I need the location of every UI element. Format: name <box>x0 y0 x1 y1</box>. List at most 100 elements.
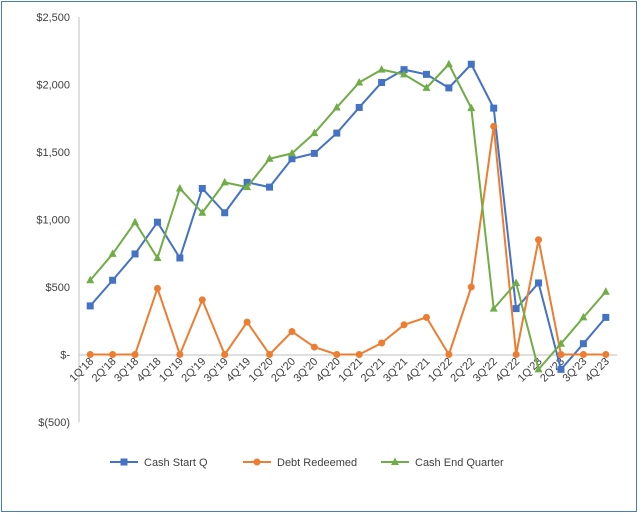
y-tick-label: $500 <box>46 282 70 294</box>
data-point-debt-redeemed <box>467 283 475 291</box>
data-point-debt-redeemed <box>400 321 408 329</box>
y-tick-label: $1,000 <box>36 215 70 227</box>
data-point-cash-end-quarter <box>534 364 543 373</box>
data-point-cash-start-q <box>153 218 161 226</box>
legend-item-cash-end-quarter: Cash End Quarter <box>381 457 504 469</box>
x-tick-label: 1Q'22 <box>426 356 455 385</box>
data-point-debt-redeemed <box>109 351 117 358</box>
data-point-cash-start-q <box>333 129 341 137</box>
series-line-cash-end-quarter <box>89 63 607 371</box>
data-point-cash-start-q <box>243 178 251 186</box>
data-point-cash-end-quarter <box>310 128 319 137</box>
x-tick-label: 2Q'20 <box>269 356 298 385</box>
legend-marker <box>391 457 399 465</box>
y-tick-label: $2,500 <box>36 12 70 24</box>
x-tick-label: 4Q'23 <box>583 356 612 385</box>
data-point-cash-start-q <box>131 250 139 258</box>
data-point-cash-end-quarter <box>512 278 521 286</box>
x-tick-label: 3Q'21 <box>381 356 410 385</box>
series-line-debt-redeemed <box>90 125 606 356</box>
data-point-cash-start-q <box>467 60 475 68</box>
legend-label: Cash End Quarter <box>415 457 504 469</box>
data-point-debt-redeemed <box>602 351 610 358</box>
data-point-cash-start-q <box>535 279 543 287</box>
data-point-cash-end-quarter <box>601 287 610 295</box>
data-point-debt-redeemed <box>378 339 386 347</box>
x-tick-label: 4Q'21 <box>404 356 433 385</box>
data-point-debt-redeemed <box>243 318 251 326</box>
legend-marker <box>120 458 128 466</box>
data-point-cash-start-q <box>422 70 430 78</box>
series-cash-start-q <box>86 60 610 373</box>
x-tick-label: 3Q'23 <box>560 356 589 385</box>
data-point-debt-redeemed <box>422 313 430 321</box>
data-point-cash-start-q <box>109 276 117 284</box>
data-point-debt-redeemed <box>288 328 296 336</box>
data-point-cash-end-quarter <box>131 217 140 226</box>
x-tick-label: 1Q'19 <box>157 356 186 385</box>
data-point-cash-end-quarter <box>400 69 409 78</box>
x-tick-label: 1Q'18 <box>67 356 96 385</box>
data-point-cash-end-quarter <box>243 182 252 191</box>
x-tick-label: 2Q'22 <box>448 356 477 385</box>
data-point-cash-start-q <box>490 104 498 112</box>
x-tick-label: 4Q'22 <box>493 356 522 385</box>
data-point-cash-start-q <box>378 78 386 86</box>
data-point-cash-end-quarter <box>265 154 274 162</box>
data-point-cash-end-quarter <box>444 59 453 68</box>
data-point-debt-redeemed <box>333 351 341 358</box>
legend: Cash Start Q Debt Redeemed Cash End Quarte… <box>110 457 504 469</box>
data-point-cash-end-quarter <box>355 77 364 86</box>
x-tick-label: 3Q'19 <box>202 356 231 385</box>
y-tick-label: $(500) <box>38 417 70 429</box>
data-point-debt-redeemed <box>355 351 363 358</box>
x-tick-label: 3Q'18 <box>112 356 141 385</box>
data-point-cash-start-q <box>445 84 453 92</box>
data-point-cash-end-quarter <box>377 65 386 73</box>
x-tick-label: 2Q'18 <box>90 356 119 385</box>
data-point-cash-start-q <box>602 313 610 321</box>
data-point-debt-redeemed <box>221 351 229 358</box>
x-tick-labels: 1Q'182Q'183Q'184Q'181Q'192Q'193Q'194Q'19… <box>67 356 612 385</box>
data-point-cash-end-quarter <box>198 208 207 216</box>
data-point-debt-redeemed <box>176 351 184 358</box>
x-tick-label: 2Q'19 <box>179 356 208 385</box>
data-point-debt-redeemed <box>86 351 94 358</box>
data-point-debt-redeemed <box>131 351 139 358</box>
data-point-cash-end-quarter <box>153 253 162 261</box>
legend-item-debt-redeemed: Debt Redeemed <box>243 457 357 469</box>
data-point-debt-redeemed <box>445 351 453 358</box>
data-point-debt-redeemed <box>153 284 161 292</box>
x-tick-label: 1Q'21 <box>336 356 365 385</box>
data-point-cash-start-q <box>579 340 587 348</box>
x-tick-label: 4Q'18 <box>135 356 164 385</box>
data-point-cash-end-quarter <box>108 249 117 257</box>
data-point-cash-end-quarter <box>332 102 341 111</box>
data-point-cash-start-q <box>288 155 296 163</box>
data-point-cash-end-quarter <box>422 83 431 91</box>
data-point-cash-start-q <box>176 254 184 262</box>
data-point-cash-start-q <box>266 183 274 191</box>
data-point-cash-start-q <box>512 305 520 313</box>
y-tick-label: $- <box>60 350 70 362</box>
data-point-debt-redeemed <box>266 351 274 358</box>
data-point-debt-redeemed <box>512 351 520 358</box>
data-point-cash-end-quarter <box>220 177 229 186</box>
series-debt-redeemed <box>86 122 610 358</box>
data-point-cash-start-q <box>355 103 363 111</box>
x-tick-label: 2Q'21 <box>359 356 388 385</box>
data-point-cash-end-quarter <box>86 275 95 284</box>
series-cash-end-quarter <box>86 59 610 373</box>
x-tick-label: 1Q'20 <box>247 356 276 385</box>
x-tick-label: 3Q'20 <box>291 356 320 385</box>
data-point-cash-start-q <box>86 302 94 310</box>
data-point-cash-end-quarter <box>175 183 184 192</box>
data-point-debt-redeemed <box>579 351 587 358</box>
data-point-debt-redeemed <box>557 351 565 358</box>
data-point-cash-end-quarter <box>556 339 565 347</box>
data-point-cash-start-q <box>310 149 318 157</box>
data-point-debt-redeemed <box>310 343 318 351</box>
data-point-debt-redeemed <box>535 236 543 244</box>
